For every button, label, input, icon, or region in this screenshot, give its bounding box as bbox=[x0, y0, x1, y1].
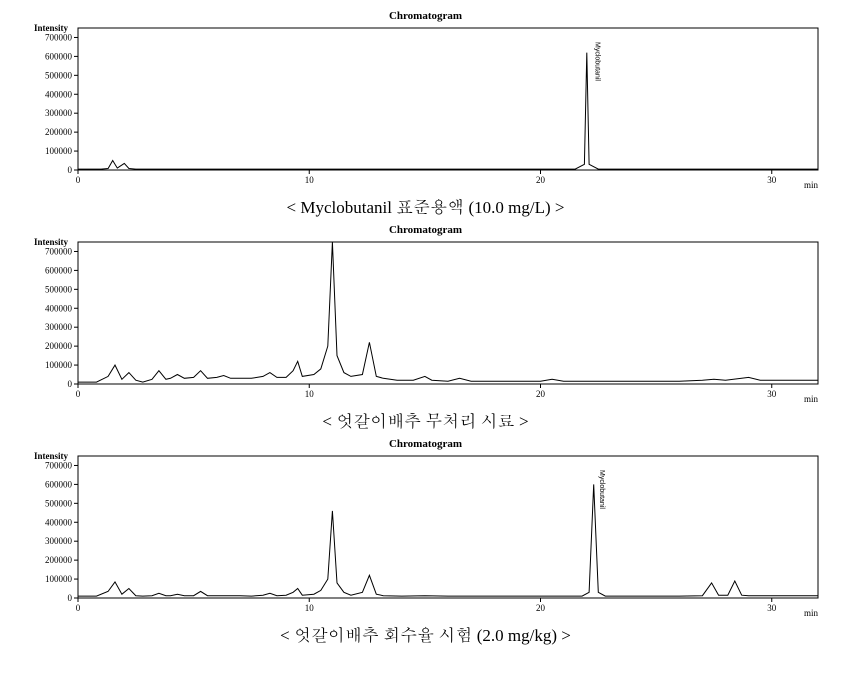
y-tick-label: 0 bbox=[67, 165, 72, 175]
y-tick-label: 400000 bbox=[45, 89, 73, 99]
x-tick-label: 0 bbox=[75, 389, 80, 399]
chart-top-title: Chromatogram bbox=[10, 438, 841, 450]
y-axis-label: Intensity bbox=[34, 451, 69, 461]
y-tick-label: 200000 bbox=[45, 555, 73, 565]
y-tick-label: 200000 bbox=[45, 127, 73, 137]
chromatogram-svg: 0 100000 200000 300000 400000 500000 600000 700… bbox=[16, 450, 836, 620]
y-tick-label: 300000 bbox=[45, 322, 73, 332]
y-tick-label: 300000 bbox=[45, 536, 73, 546]
chromatogram-panel: Chromatogram 0 100000 200000 300000 400000 500… bbox=[10, 438, 841, 646]
y-tick-label: 0 bbox=[67, 593, 72, 603]
y-tick-label: 400000 bbox=[45, 303, 73, 313]
x-tick-label: 20 bbox=[536, 389, 546, 399]
x-tick-label: 10 bbox=[304, 603, 314, 613]
y-axis-label: Intensity bbox=[34, 237, 69, 247]
y-tick-label: 500000 bbox=[45, 284, 73, 294]
peak-label: Myclobutanil bbox=[598, 470, 605, 509]
y-tick-label: 100000 bbox=[45, 146, 73, 156]
y-tick-label: 600000 bbox=[45, 51, 73, 61]
chart-caption: < 엇갈이배추 무처리 시료 > bbox=[10, 408, 841, 432]
x-axis-label: min bbox=[803, 180, 818, 190]
x-tick-label: 10 bbox=[304, 175, 314, 185]
y-tick-label: 0 bbox=[67, 379, 72, 389]
x-tick-label: 30 bbox=[767, 603, 777, 613]
x-tick-label: 10 bbox=[304, 389, 314, 399]
y-tick-label: 500000 bbox=[45, 498, 73, 508]
chromatogram-svg: 0 100000 200000 300000 400000 500000 600000 700… bbox=[16, 22, 836, 192]
x-tick-label: 0 bbox=[75, 175, 80, 185]
y-tick-label: 600000 bbox=[45, 265, 73, 275]
chromatogram-panel: Chromatogram 0 100000 200000 300000 400000 500… bbox=[10, 10, 841, 218]
chart-top-title: Chromatogram bbox=[10, 224, 841, 236]
x-tick-label: 20 bbox=[536, 175, 546, 185]
x-axis-label: min bbox=[803, 394, 818, 404]
chromatogram-svg: 0 100000 200000 300000 400000 500000 600000 700… bbox=[16, 236, 836, 406]
chart-top-title: Chromatogram bbox=[10, 10, 841, 22]
y-tick-label: 500000 bbox=[45, 70, 73, 80]
y-tick-label: 700000 bbox=[45, 460, 73, 470]
y-tick-label: 200000 bbox=[45, 341, 73, 351]
peak-label: Myclobutanil bbox=[593, 42, 600, 81]
y-axis-label: Intensity bbox=[34, 23, 69, 33]
x-tick-label: 0 bbox=[75, 603, 80, 613]
y-tick-label: 100000 bbox=[45, 574, 73, 584]
x-tick-label: 20 bbox=[536, 603, 546, 613]
chromatogram-panel: Chromatogram 0 100000 200000 300000 400000 500… bbox=[10, 224, 841, 432]
x-axis-label: min bbox=[803, 608, 818, 618]
y-tick-label: 400000 bbox=[45, 517, 73, 527]
y-tick-label: 100000 bbox=[45, 360, 73, 370]
y-tick-label: 700000 bbox=[45, 246, 73, 256]
y-tick-label: 300000 bbox=[45, 108, 73, 118]
x-tick-label: 30 bbox=[767, 175, 777, 185]
chart-caption: < 엇갈이배추 회수율 시험 (2.0 mg/kg) > bbox=[10, 622, 841, 646]
chart-caption: < Myclobutanil 표준용액 (10.0 mg/L) > bbox=[10, 194, 841, 218]
y-tick-label: 600000 bbox=[45, 479, 73, 489]
y-tick-label: 700000 bbox=[45, 32, 73, 42]
x-tick-label: 30 bbox=[767, 389, 777, 399]
